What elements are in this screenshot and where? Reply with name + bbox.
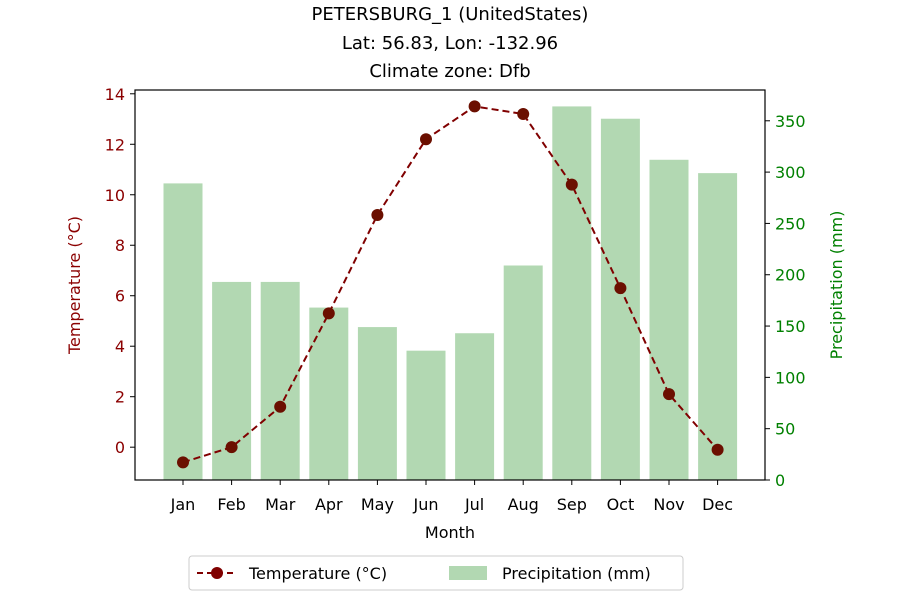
temperature-point-apr xyxy=(322,307,335,320)
x-tick-label-feb: Feb xyxy=(217,495,245,514)
left-axis-ticks: 0 2 4 6 8 10 12 14 xyxy=(105,85,135,457)
legend-temperature-swatch-marker xyxy=(211,567,223,579)
legend-temperature-label: Temperature (°C) xyxy=(248,564,387,583)
temperature-point-jun xyxy=(420,133,432,146)
precipitation-bar-oct xyxy=(600,118,640,480)
precipitation-bar-nov xyxy=(649,159,689,480)
x-tick-label-apr: Apr xyxy=(315,495,343,514)
legend-precipitation-swatch xyxy=(449,566,487,580)
x-tick-label-oct: Oct xyxy=(607,495,635,514)
left-tick-label: 2 xyxy=(115,388,125,407)
temperature-point-nov xyxy=(663,388,675,401)
legend-box xyxy=(188,555,684,591)
temperature-point-oct xyxy=(614,282,627,295)
plot-frame xyxy=(134,89,766,481)
temperature-point-may xyxy=(371,208,384,221)
temperature-line xyxy=(182,105,719,464)
x-tick-label-aug: Aug xyxy=(508,495,539,514)
x-tick-label-dec: Dec xyxy=(702,495,733,514)
temperature-point-aug xyxy=(517,107,530,120)
y-axis-label-right: Precipitation (mm) xyxy=(827,211,846,360)
precipitation-bar-dec xyxy=(698,173,738,480)
temperature-point-dec xyxy=(711,443,724,456)
left-tick-label: 4 xyxy=(115,337,125,356)
left-tick-label: 0 xyxy=(115,438,125,457)
x-tick-label-mar: Mar xyxy=(265,495,296,514)
right-tick-label: 0 xyxy=(775,471,785,490)
left-tick-label: 10 xyxy=(105,186,125,205)
title-line-1: PETERSBURG_1 (UnitedStates) xyxy=(312,4,589,25)
x-axis-label: Month xyxy=(425,523,475,542)
precipitation-bars xyxy=(163,106,738,481)
precipitation-bar-may xyxy=(357,327,397,480)
left-tick-label: 12 xyxy=(105,135,125,154)
temperature-point-sep xyxy=(565,178,578,191)
right-axis-ticks: 0 50 100 150 200 250 300 350 xyxy=(765,112,806,490)
title-line-2: Lat: 56.83, Lon: -132.96 xyxy=(342,33,558,54)
x-tick-label-jul: Jul xyxy=(464,495,484,514)
y-axis-label-left: Temperature (°C) xyxy=(65,216,84,355)
precipitation-bar-jun xyxy=(406,350,446,480)
temperature-point-mar xyxy=(274,400,287,413)
precipitation-bar-aug xyxy=(503,265,543,480)
right-tick-label: 250 xyxy=(775,214,806,233)
temperature-markers xyxy=(177,100,724,469)
left-tick-label: 8 xyxy=(115,236,125,255)
x-axis-ticks: Jan Feb Mar Apr May Jun Jul Aug Sep Oct Nov Dec xyxy=(170,480,733,514)
right-tick-label: 100 xyxy=(775,368,806,387)
x-tick-label-jan: Jan xyxy=(170,495,196,514)
precipitation-bar-jan xyxy=(163,183,203,481)
right-tick-label: 200 xyxy=(775,266,806,285)
x-tick-label-nov: Nov xyxy=(653,495,684,514)
right-tick-label: 350 xyxy=(775,112,806,131)
x-tick-label-jun: Jun xyxy=(413,495,439,514)
temperature-series-line xyxy=(182,105,719,464)
left-tick-label: 6 xyxy=(115,287,125,306)
temperature-point-jan xyxy=(177,456,189,469)
chart-title: PETERSBURG_1 (UnitedStates) Lat: 56.83, … xyxy=(312,4,589,82)
precipitation-bar-sep xyxy=(552,106,592,480)
right-tick-label: 300 xyxy=(775,163,806,182)
x-tick-label-sep: Sep xyxy=(557,495,587,514)
legend-precipitation-label: Precipitation (mm) xyxy=(502,564,651,583)
precipitation-bar-apr xyxy=(309,307,349,480)
right-tick-label: 50 xyxy=(775,420,795,439)
legend: Temperature (°C) Precipitation (mm) xyxy=(188,555,684,591)
x-tick-label-may: May xyxy=(361,495,394,514)
title-line-3: Climate zone: Dfb xyxy=(369,61,530,82)
right-tick-label: 150 xyxy=(775,317,806,336)
temperature-point-feb xyxy=(225,441,238,454)
temperature-point-jul xyxy=(468,100,481,113)
left-tick-label: 14 xyxy=(105,85,125,104)
precipitation-bar-jul xyxy=(455,333,495,480)
